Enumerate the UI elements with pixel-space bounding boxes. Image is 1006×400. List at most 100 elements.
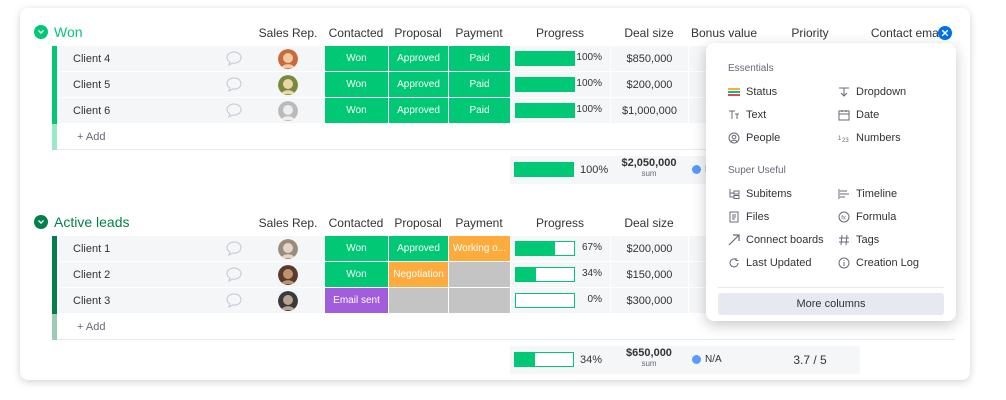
group-title[interactable]: Won xyxy=(54,24,83,40)
column-header-progress[interactable]: Progress xyxy=(535,26,585,40)
column-header-sales-rep[interactable]: Sales Rep. xyxy=(258,26,318,40)
sales-rep-cell[interactable] xyxy=(252,72,324,97)
status-cell-payment[interactable]: Paid xyxy=(449,72,510,97)
column-option-creation-log[interactable]: Creation Log xyxy=(838,257,919,269)
item-name[interactable]: Client 3 xyxy=(59,288,215,313)
updates-cell[interactable] xyxy=(215,262,252,287)
status-cell-contacted[interactable]: Won xyxy=(325,98,388,123)
column-option-connect-boards[interactable]: Connect boards xyxy=(728,234,824,246)
status-cell-payment[interactable]: Paid xyxy=(449,46,510,71)
column-header-sales-rep[interactable]: Sales Rep. xyxy=(258,216,318,230)
column-option-numbers[interactable]: 1 23 Numbers xyxy=(838,132,901,144)
progress-bar xyxy=(515,103,575,118)
status-cell-proposal[interactable]: Approved xyxy=(389,46,448,71)
column-header-contacted[interactable]: Contacted xyxy=(328,216,384,230)
updates-cell[interactable] xyxy=(215,72,252,97)
column-option-text[interactable]: Text xyxy=(728,109,766,121)
sales-rep-cell[interactable] xyxy=(252,288,324,313)
column-option-timeline[interactable]: Timeline xyxy=(838,188,897,200)
progress-fill xyxy=(516,268,536,281)
status-cell-payment[interactable]: Paid xyxy=(449,98,510,123)
deal-size-cell[interactable]: $200,000 xyxy=(611,236,688,261)
status-icon xyxy=(728,86,746,98)
status-cell-contacted[interactable]: Won xyxy=(325,72,388,97)
sales-rep-cell[interactable] xyxy=(252,98,324,123)
status-cell-proposal[interactable] xyxy=(389,288,448,313)
status-cell-contacted[interactable]: Won xyxy=(325,236,388,261)
deal-size-cell[interactable]: $200,000 xyxy=(611,72,688,97)
status-cell-payment[interactable]: Working o... xyxy=(449,236,510,261)
chat-bubble-icon[interactable] xyxy=(225,241,242,256)
group-header[interactable]: Active leads xyxy=(34,211,129,233)
column-option-status[interactable]: Status xyxy=(728,86,777,98)
updates-cell[interactable] xyxy=(215,46,252,71)
add-item-button[interactable]: + Add xyxy=(57,314,955,340)
status-cell-contacted[interactable]: Won xyxy=(325,46,388,71)
column-header-proposal[interactable]: Proposal xyxy=(394,216,442,230)
deal-size-cell[interactable]: $300,000 xyxy=(611,288,688,313)
column-header-deal-size[interactable]: Deal size xyxy=(624,216,674,230)
column-header-bonus-value[interactable]: Bonus value xyxy=(690,26,758,40)
column-option-label: Tags xyxy=(856,234,880,246)
status-cell-proposal[interactable]: Negotiation xyxy=(389,262,448,287)
column-header-payment[interactable]: Payment xyxy=(455,26,503,40)
column-header-contact-email[interactable]: Contact email xyxy=(870,26,945,40)
column-option-dropdown[interactable]: Dropdown xyxy=(838,86,906,98)
chat-bubble-icon[interactable] xyxy=(225,77,242,92)
sales-rep-cell[interactable] xyxy=(252,236,324,261)
summary-priority: 3.7 / 5 xyxy=(793,353,827,367)
item-name[interactable]: Client 4 xyxy=(59,46,215,71)
deal-size-cell[interactable]: $850,000 xyxy=(611,46,688,71)
status-cell-proposal[interactable]: Approved xyxy=(389,236,448,261)
avatar[interactable] xyxy=(278,290,298,311)
chat-bubble-icon[interactable] xyxy=(225,267,242,282)
avatar[interactable] xyxy=(278,238,298,259)
collapse-chevron-icon[interactable] xyxy=(34,25,48,39)
progress-percent: 34% xyxy=(581,268,602,279)
group-color-bar xyxy=(52,46,57,72)
sales-rep-cell[interactable] xyxy=(252,46,324,71)
status-cell-proposal[interactable]: Approved xyxy=(389,72,448,97)
status-cell-contacted[interactable]: Email sent xyxy=(325,288,388,313)
column-header-payment[interactable]: Payment xyxy=(455,216,503,230)
sales-rep-cell[interactable] xyxy=(252,262,324,287)
column-header-proposal[interactable]: Proposal xyxy=(394,26,442,40)
column-option-people[interactable]: People xyxy=(728,132,780,144)
status-cell-contacted[interactable]: Won xyxy=(325,262,388,287)
column-header-contacted[interactable]: Contacted xyxy=(328,26,384,40)
deal-size-cell[interactable]: $150,000 xyxy=(611,262,688,287)
column-option-last-updated[interactable]: Last Updated xyxy=(728,257,811,269)
updates-cell[interactable] xyxy=(215,236,252,261)
column-header-priority[interactable]: Priority xyxy=(791,26,829,40)
updates-cell[interactable] xyxy=(215,288,252,313)
group-header[interactable]: Won xyxy=(34,21,83,43)
item-name[interactable]: Client 1 xyxy=(59,236,215,261)
column-option-date[interactable]: Date xyxy=(838,109,879,121)
chat-bubble-icon[interactable] xyxy=(225,103,242,118)
more-columns-button[interactable]: More columns xyxy=(718,293,944,315)
item-name[interactable]: Client 6 xyxy=(59,98,215,123)
group-title[interactable]: Active leads xyxy=(54,214,130,230)
column-option-subitems[interactable]: Subitems xyxy=(728,188,792,200)
close-icon[interactable] xyxy=(938,26,952,40)
item-name[interactable]: Client 5 xyxy=(59,72,215,97)
column-option-tags[interactable]: Tags xyxy=(838,234,879,246)
avatar[interactable] xyxy=(278,48,298,69)
item-name[interactable]: Client 2 xyxy=(59,262,215,287)
collapse-chevron-icon[interactable] xyxy=(34,215,48,229)
avatar[interactable] xyxy=(278,264,298,285)
column-option-formula[interactable]: fx Formula xyxy=(838,211,896,223)
deal-size-cell[interactable]: $1,000,000 xyxy=(611,98,688,123)
column-header-progress[interactable]: Progress xyxy=(535,216,585,230)
avatar[interactable] xyxy=(278,100,298,121)
chat-bubble-icon[interactable] xyxy=(225,293,242,308)
chat-bubble-icon[interactable] xyxy=(225,51,242,66)
add-item-button[interactable]: + Add xyxy=(57,124,955,150)
updates-cell[interactable] xyxy=(215,98,252,123)
status-cell-payment[interactable] xyxy=(449,288,510,313)
status-cell-proposal[interactable]: Approved xyxy=(389,98,448,123)
status-cell-payment[interactable] xyxy=(449,262,510,287)
avatar[interactable] xyxy=(278,74,298,95)
column-option-files[interactable]: Files xyxy=(728,211,769,223)
column-header-deal-size[interactable]: Deal size xyxy=(624,26,674,40)
